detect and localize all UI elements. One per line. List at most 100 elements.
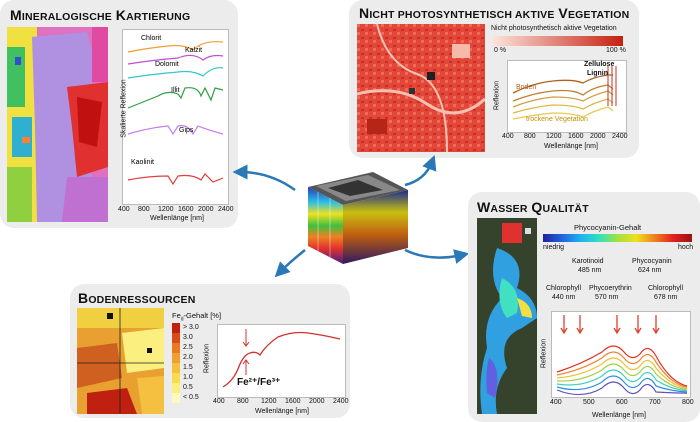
water-map: [477, 218, 537, 414]
legend-label: 2.5: [183, 344, 193, 351]
mineral-label: Illit: [171, 87, 180, 94]
legend-swatch: [172, 323, 180, 333]
npv-label-cellulose: Zellulose: [584, 61, 615, 68]
x-tick-label: 1600: [178, 206, 194, 213]
legend-label: 1.0: [183, 374, 193, 381]
soil-spectrum-line: [222, 331, 341, 388]
mineral-map: [7, 27, 108, 222]
pigment-name: Phycocyanin: [632, 258, 672, 265]
water-spectrum-line: [556, 345, 688, 387]
legend-swatch: [172, 353, 180, 363]
mineral-xlabel: Wellenlänge [nm]: [150, 215, 204, 222]
x-tick-label: 400: [502, 133, 514, 140]
spectrum-chlorit: [127, 41, 224, 53]
soil-plot: [217, 324, 346, 398]
pigment-arrow: [613, 315, 621, 335]
pigment-wavelength: 485 nm: [578, 267, 602, 274]
water-colorbar-label: Phycocyanin-Gehalt: [574, 223, 642, 232]
absorption-arrow: [242, 359, 250, 375]
water-colorbar: [543, 234, 692, 242]
npv-label-dry: trockene Vegetation: [526, 116, 588, 123]
legend-swatch: [172, 393, 180, 403]
water-cb-low: niedrig: [543, 244, 565, 251]
soil-ion-label: Fe²⁺/Fe³⁺: [237, 377, 281, 388]
legend-label: > 3.0: [183, 324, 199, 331]
spectrum-illit: [127, 86, 224, 109]
x-tick-label: 1200: [546, 133, 562, 140]
npv-label-lignin: Lignin: [587, 70, 608, 77]
water-spectrum-line: [556, 369, 688, 392]
x-tick-label: 1200: [261, 398, 277, 405]
x-tick-label: 400: [550, 399, 562, 406]
npv-spectrum-line: [512, 90, 614, 108]
pigment-wavelength: 678 nm: [654, 294, 678, 301]
spectrum-kaolinit: [127, 173, 224, 186]
npv-spectrum-line: [512, 84, 614, 102]
spectrum-dolomit: [127, 67, 224, 79]
mineral-label: Kaolinit: [131, 159, 154, 166]
pigment-wavelength: 624 nm: [638, 267, 662, 274]
npv-map: [357, 24, 485, 152]
water-title: WASSER QUALITÄT: [477, 199, 589, 215]
x-tick-label: 500: [583, 399, 595, 406]
x-tick-label: 800: [138, 206, 150, 213]
npv-cb-max: 100 %: [606, 47, 626, 54]
water-spectrum-line: [556, 357, 688, 389]
mineral-panel: MINERALOGISCHE KARTIERUNG Chlorit Kalzit D…: [0, 0, 238, 228]
x-tick-label: 2400: [612, 133, 628, 140]
npv-colorbar-label: Nicht photosynthetisch aktive Vegetation: [491, 25, 617, 32]
pigment-name: Karotinoid: [572, 258, 604, 265]
x-tick-label: 2000: [309, 398, 325, 405]
soil-panel: BODENRESSOURCEN Fed-Gehalt [%] > 3.0 3.0 2…: [70, 284, 350, 418]
npv-title: NICHT PHOTOSYNTHETISCH AKTIVE VEGETATION: [359, 5, 630, 21]
water-xlabel: Wellenlänge [nm]: [592, 412, 646, 419]
pigment-wavelength: 440 nm: [552, 294, 576, 301]
legend-swatch: [172, 363, 180, 373]
mineral-label: Dolomit: [155, 61, 179, 68]
mineral-title: MINERALOGISCHE KARTIERUNG: [10, 7, 191, 23]
x-tick-label: 700: [649, 399, 661, 406]
legend-label: < 0.5: [183, 394, 199, 401]
water-ylabel: Reflexion: [540, 338, 548, 369]
npv-panel: NICHT PHOTOSYNTHETISCH AKTIVE VEGETATION…: [349, 0, 639, 158]
pigment-name: Chlorophyll: [546, 285, 582, 292]
npv-spectrum-line: [512, 98, 614, 114]
pigment-arrow: [576, 315, 584, 335]
npv-spectrum-line: [512, 74, 613, 94]
water-spectrum-line: [556, 381, 688, 396]
legend-swatch: [172, 343, 180, 353]
npv-label-soil: Boden: [516, 84, 537, 91]
pigment-name: Phycoerythrin: [589, 285, 632, 292]
x-tick-label: 2400: [333, 398, 349, 405]
x-tick-label: 800: [237, 398, 249, 405]
x-tick-label: 2000: [590, 133, 606, 140]
pigment-arrow: [634, 315, 642, 335]
mineral-plot: Chlorit Kalzit Dolomit Illit Gips Kaolinit: [122, 29, 229, 205]
soil-legend-title: Fed-Gehalt [%]: [172, 311, 222, 323]
npv-xlabel: Wellenlänge [nm]: [544, 143, 598, 150]
pigment-arrow: [560, 315, 568, 335]
legend-swatch: [172, 383, 180, 393]
pigment-arrow: [652, 315, 660, 335]
x-tick-label: 2000: [198, 206, 214, 213]
x-tick-label: 600: [616, 399, 628, 406]
spectrum-kalzit: [127, 54, 224, 65]
soil-map: [77, 308, 164, 414]
npv-spectrum-line: [512, 106, 614, 120]
pigment-wavelength: 570 nm: [595, 294, 619, 301]
water-spectrum-line: [556, 375, 688, 393]
legend-label: 0.5: [183, 384, 193, 391]
mineral-label: Gips: [179, 127, 194, 134]
x-tick-label: 400: [213, 398, 225, 405]
x-tick-label: 1600: [568, 133, 584, 140]
npv-cb-min: 0 %: [494, 47, 507, 54]
x-tick-label: 400: [118, 206, 130, 213]
soil-ylabel: Reflexion: [203, 343, 211, 374]
absorption-arrow: [242, 329, 250, 347]
legend-label: 1.5: [183, 364, 193, 371]
water-cb-high: hoch: [678, 244, 694, 251]
pigment-name: Chlorophyll: [648, 285, 684, 292]
soil-title: BODENRESSOURCEN: [78, 290, 196, 306]
x-tick-label: 1600: [285, 398, 301, 405]
